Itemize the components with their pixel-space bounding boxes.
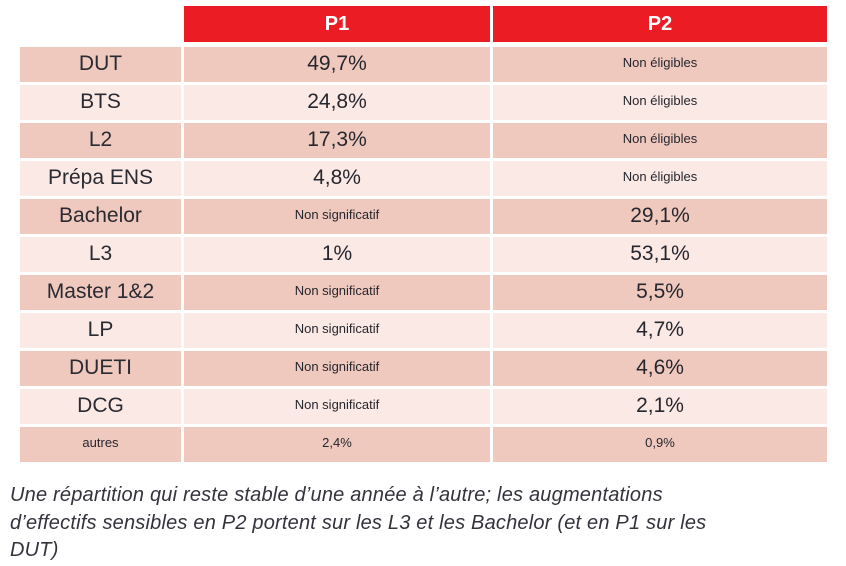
p2-value: 4,7% [493, 313, 827, 348]
p2-value: Non éligibles [493, 47, 827, 82]
row-label: LP [20, 313, 181, 348]
row-label: DUT [20, 47, 181, 82]
table-row-bts: BTS 24,8% Non éligibles [20, 85, 827, 120]
row-label: L3 [20, 237, 181, 272]
caption-line-3: DUT) [10, 539, 59, 561]
p2-value: Non éligibles [493, 85, 827, 120]
row-label: Prépa ENS [20, 161, 181, 196]
column-header-p1: P1 [184, 6, 490, 42]
table-row-master-1-2: Master 1&2 Non significatif 5,5% [20, 275, 827, 310]
p1-value: 24,8% [184, 85, 490, 120]
p2-value: 53,1% [493, 237, 827, 272]
p2-value: Non éligibles [493, 161, 827, 196]
p2-value: 29,1% [493, 199, 827, 234]
p1-value: 4,8% [184, 161, 490, 196]
table-row-l3: L3 1% 53,1% [20, 237, 827, 272]
p2-value: 0,9% [493, 427, 827, 462]
row-label: autres [20, 427, 181, 462]
p2-value: 2,1% [493, 389, 827, 424]
table-row-dcg: DCG Non significatif 2,1% [20, 389, 827, 424]
p1-value: Non significatif [184, 351, 490, 386]
caption-line-1: Une répartition qui reste stable d’une a… [10, 484, 663, 506]
p2-value: 5,5% [493, 275, 827, 310]
p1-value: 1% [184, 237, 490, 272]
p1-value: Non significatif [184, 199, 490, 234]
row-label: Bachelor [20, 199, 181, 234]
column-header-p2: P2 [493, 6, 827, 42]
header-empty-cell [20, 6, 181, 42]
table-row-prepa-ens: Prépa ENS 4,8% Non éligibles [20, 161, 827, 196]
table-row-l2: L2 17,3% Non éligibles [20, 123, 827, 158]
caption-text: Une répartition qui reste stable d’une a… [10, 482, 842, 565]
row-label: DUETI [20, 351, 181, 386]
table-row-autres: autres 2,4% 0,9% [20, 427, 827, 462]
table-header-row: P1 P2 [20, 6, 827, 42]
p1-value: 2,4% [184, 427, 490, 462]
row-label: DCG [20, 389, 181, 424]
p1-value: 49,7% [184, 47, 490, 82]
p1-value: Non significatif [184, 275, 490, 310]
table-row-bachelor: Bachelor Non significatif 29,1% [20, 199, 827, 234]
row-label: BTS [20, 85, 181, 120]
p1-value: Non significatif [184, 389, 490, 424]
row-label: L2 [20, 123, 181, 158]
caption-line-2: d’effectifs sensibles en P2 portent sur … [10, 511, 707, 534]
p2-value: 4,6% [493, 351, 827, 386]
row-label: Master 1&2 [20, 275, 181, 310]
p2-value: Non éligibles [493, 123, 827, 158]
p1-value: 17,3% [184, 123, 490, 158]
results-table: P1 P2 DUT 49,7% Non éligibles BTS 24,8% … [20, 6, 827, 462]
table-row-dueti: DUETI Non significatif 4,6% [20, 351, 827, 386]
table-row-dut: DUT 49,7% Non éligibles [20, 47, 827, 82]
p1-value: Non significatif [184, 313, 490, 348]
table-row-lp: LP Non significatif 4,7% [20, 313, 827, 348]
